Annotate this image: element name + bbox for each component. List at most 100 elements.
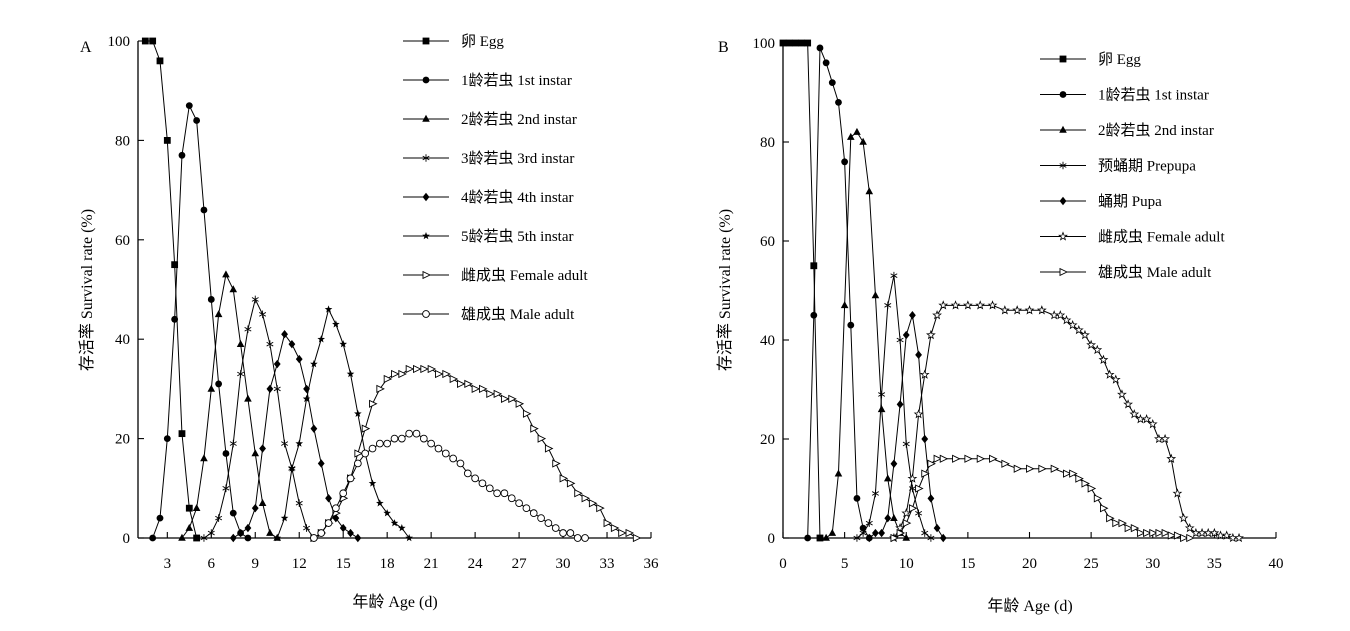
panel-a-data-point bbox=[339, 523, 347, 533]
panel-b-series-line bbox=[825, 131, 907, 539]
panel-a-data-point bbox=[413, 364, 422, 374]
panel-a-data-point bbox=[281, 330, 288, 339]
panel-b-data-point bbox=[1118, 519, 1127, 528]
panel-b-data-point bbox=[1203, 527, 1214, 538]
panel-b-data-point bbox=[816, 534, 824, 542]
panel-b-data-point bbox=[933, 523, 941, 533]
panel-b-y-tick-label: 80 bbox=[760, 135, 775, 151]
panel-b-data-point bbox=[1038, 464, 1047, 473]
panel-a-data-point bbox=[457, 379, 466, 389]
panel-a-data-point bbox=[618, 528, 627, 538]
panel-a-data-point bbox=[156, 514, 164, 522]
panel-a-data-point bbox=[427, 439, 435, 448]
panel-a-data-point bbox=[317, 335, 326, 343]
panel-a-data-point bbox=[178, 151, 186, 159]
panel-a-data-point bbox=[200, 454, 208, 462]
panel-a-data-point bbox=[354, 459, 362, 468]
panel-a-legend-marker bbox=[422, 114, 430, 122]
panel-a-data-point bbox=[632, 533, 642, 543]
panel-a-data-point bbox=[207, 529, 215, 537]
panel-a-data-point bbox=[332, 320, 340, 328]
panel-a-data-point bbox=[398, 524, 406, 532]
panel-a-data-point bbox=[566, 479, 576, 488]
panel-b-data-point bbox=[1129, 409, 1140, 419]
panel-b-data-point bbox=[1063, 469, 1072, 478]
panel-b-data-point bbox=[1036, 305, 1047, 315]
panel-b-x-tick-label: 25 bbox=[1084, 556, 1099, 572]
panel-b-data-point bbox=[1221, 530, 1232, 540]
panel-b-data-point bbox=[828, 528, 837, 536]
panel-a-x-tick-label: 15 bbox=[336, 556, 351, 572]
panel-a-data-point bbox=[397, 434, 406, 443]
panel-a-data-point bbox=[434, 444, 443, 453]
panel-b-series-5 bbox=[865, 311, 947, 543]
panel-a-data-point bbox=[456, 459, 465, 468]
panel-b-legend-marker bbox=[1059, 125, 1067, 133]
panel-a-series-6 bbox=[273, 305, 413, 542]
panel-a-data-point bbox=[317, 459, 325, 468]
panel-b-legend-marker bbox=[1059, 196, 1067, 206]
panel-b-data-point bbox=[1069, 469, 1078, 478]
panel-a-data-point bbox=[544, 444, 554, 453]
panel-b-data-point bbox=[890, 533, 899, 543]
panel-b-data-point bbox=[1186, 533, 1195, 543]
panel-a-data-point bbox=[610, 523, 620, 533]
panel-a-data-point bbox=[552, 459, 561, 468]
panel-a-data-point bbox=[244, 325, 252, 334]
panel-b-data-point bbox=[1172, 488, 1183, 498]
panel-b-x-tick-label: 10 bbox=[899, 556, 914, 572]
panel-a-data-point bbox=[449, 374, 459, 384]
panel-b-data-point bbox=[1173, 531, 1183, 540]
panel-b-data-point bbox=[913, 409, 924, 419]
panel-a-data-point bbox=[215, 514, 223, 522]
panel-a-data-point bbox=[149, 37, 157, 45]
panel-b-data-point bbox=[1104, 369, 1115, 379]
panel-a-legend: 卵 Egg 1龄若虫 1st instar 2龄若虫 2nd instar 3龄若虫 … bbox=[403, 33, 588, 323]
panel-a-data-point bbox=[471, 384, 481, 394]
panel-b-data-point bbox=[1141, 414, 1152, 424]
panel-b-data-point bbox=[853, 127, 861, 135]
panel-a-data-point bbox=[214, 310, 223, 318]
panel-b-data-point bbox=[927, 494, 935, 503]
panel-b-data-point bbox=[1234, 532, 1244, 543]
panel-b-data-point bbox=[1143, 528, 1152, 538]
panel-b-data-point bbox=[932, 310, 942, 320]
panel-a-data-point bbox=[478, 479, 487, 488]
panel-a-data-point bbox=[317, 529, 326, 537]
panel-a-data-point bbox=[625, 528, 635, 538]
panel-a-data-point bbox=[544, 519, 553, 527]
panel-b-data-point bbox=[1099, 504, 1109, 513]
panel-b-data-point bbox=[1155, 528, 1164, 538]
panel-a-data-point bbox=[347, 528, 354, 538]
panel-a-data-point bbox=[200, 534, 208, 542]
panel-b-data-point bbox=[834, 469, 843, 477]
panel-a-data-point bbox=[332, 504, 340, 513]
panel-b-data-point bbox=[1067, 320, 1078, 330]
panel-b-data-point bbox=[1227, 532, 1238, 543]
panel-a-y-tick-label: 100 bbox=[108, 34, 131, 50]
panel-a-data-point bbox=[141, 37, 149, 45]
panel-b-data-point bbox=[1026, 464, 1035, 473]
panel-b-data-point bbox=[884, 514, 892, 523]
panel-a-data-point bbox=[236, 339, 245, 347]
panel-b-data-point bbox=[841, 158, 849, 166]
panel-a-data-point bbox=[573, 534, 582, 542]
panel-a-data-point bbox=[449, 454, 457, 463]
panel-b-series-1 bbox=[779, 39, 824, 542]
panel-a-series-line bbox=[181, 273, 278, 539]
panel-b-data-point bbox=[1073, 324, 1084, 335]
panel-b-data-point bbox=[840, 301, 849, 309]
panel-b-data-point bbox=[896, 400, 904, 409]
panel-b-data-point bbox=[902, 519, 912, 528]
panel-b-data-point bbox=[1087, 484, 1097, 493]
panel-b-data-point bbox=[835, 99, 842, 106]
panel-a-data-point bbox=[200, 206, 208, 214]
panel-a-data-point bbox=[537, 514, 545, 522]
panel-a-data-point bbox=[574, 489, 583, 498]
panel-a-legend-item: 4龄若虫 4th instar bbox=[403, 189, 574, 206]
panel-b-data-point bbox=[883, 474, 892, 482]
panel-a-data-point bbox=[515, 499, 523, 508]
panel-b-data-point bbox=[1135, 414, 1146, 424]
panel-a-legend-label: 卵 Egg bbox=[461, 33, 504, 50]
panel-b-series bbox=[779, 39, 1244, 543]
